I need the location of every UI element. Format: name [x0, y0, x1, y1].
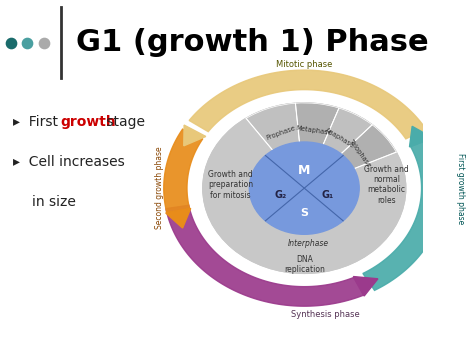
- Wedge shape: [295, 103, 339, 188]
- Text: G₂: G₂: [275, 190, 287, 200]
- Text: Mitotic phase: Mitotic phase: [276, 60, 332, 69]
- Text: M: M: [298, 164, 310, 177]
- Text: Telophase: Telophase: [348, 138, 373, 169]
- Polygon shape: [363, 138, 445, 290]
- Circle shape: [203, 103, 406, 273]
- Text: ▸  Cell increases: ▸ Cell increases: [13, 154, 125, 169]
- Text: Interphase: Interphase: [288, 239, 329, 248]
- Text: G₁: G₁: [321, 190, 334, 200]
- Text: growth: growth: [60, 115, 116, 130]
- Text: ▸  First: ▸ First: [13, 115, 62, 130]
- Text: Growth and
normal
metabolic
roles: Growth and normal metabolic roles: [365, 164, 409, 205]
- Wedge shape: [304, 125, 396, 188]
- Text: G1 (growth 1) Phase: G1 (growth 1) Phase: [76, 28, 428, 57]
- Circle shape: [203, 103, 406, 273]
- Polygon shape: [189, 70, 426, 139]
- Text: stage: stage: [102, 115, 145, 130]
- Wedge shape: [304, 108, 372, 188]
- Text: S: S: [300, 208, 308, 218]
- Text: Growth and
preparation
for mitosis: Growth and preparation for mitosis: [208, 170, 253, 200]
- Polygon shape: [166, 208, 191, 228]
- Text: Synthesis phase: Synthesis phase: [291, 310, 360, 319]
- Circle shape: [249, 142, 359, 234]
- Text: Metaphase: Metaphase: [295, 125, 333, 136]
- Text: Second growth phase: Second growth phase: [155, 147, 164, 229]
- Text: Prophase: Prophase: [265, 125, 296, 141]
- Text: in size: in size: [32, 195, 75, 209]
- Polygon shape: [410, 126, 433, 147]
- Polygon shape: [184, 125, 206, 146]
- Text: Anaphase: Anaphase: [324, 127, 356, 149]
- Polygon shape: [166, 205, 364, 306]
- Wedge shape: [246, 103, 304, 188]
- Text: DNA
replication: DNA replication: [284, 255, 325, 274]
- Polygon shape: [353, 277, 378, 296]
- Text: First growth phase: First growth phase: [456, 153, 465, 224]
- Polygon shape: [164, 129, 203, 213]
